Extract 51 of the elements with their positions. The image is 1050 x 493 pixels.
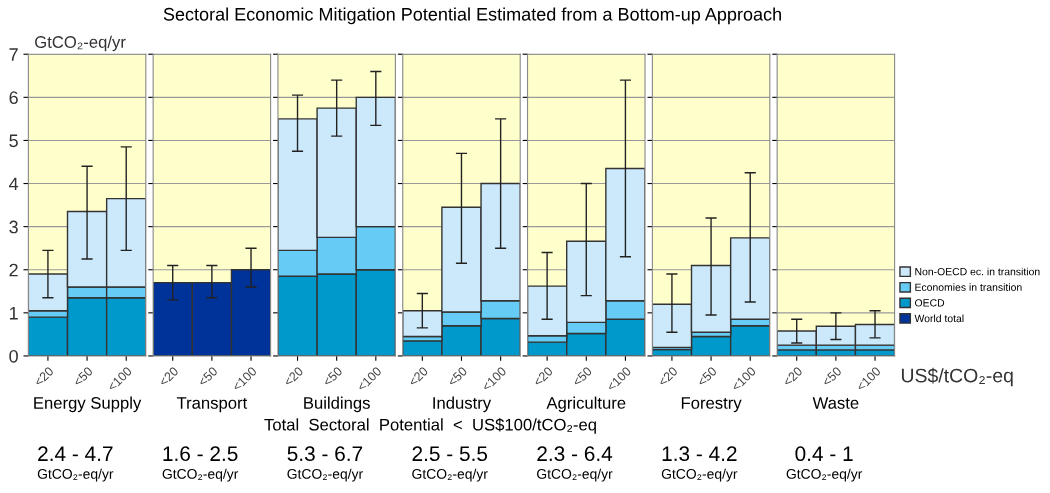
x-tick-label: <20 bbox=[158, 366, 179, 387]
y-tick-label: 4 bbox=[9, 177, 19, 191]
legend-label: OECD bbox=[915, 299, 945, 307]
y-tick-label: 3 bbox=[9, 220, 18, 234]
x-tick-label: <50 bbox=[571, 366, 593, 387]
x-tick-label: <20 bbox=[33, 366, 55, 387]
text: Total Sectoral Potential < US$100/tCO₂-eq bbox=[264, 418, 596, 434]
x-tick-label: <20 bbox=[408, 366, 429, 387]
x-axis-title: Forestry bbox=[681, 397, 742, 413]
y-tick-label: 1 bbox=[9, 306, 18, 320]
text: 2.5 - 5.5 bbox=[412, 446, 488, 462]
x-tick-label: <20 bbox=[782, 366, 803, 387]
text: 2.4 - 4.7 bbox=[38, 446, 113, 461]
text: US$/tCO₂-eq bbox=[901, 367, 1013, 387]
y-axis-title: GtCO₂-eq/yr bbox=[35, 35, 126, 52]
legend-label: World total bbox=[914, 314, 964, 323]
text: GtCO₂-eq/yr bbox=[162, 468, 239, 482]
y-tick-label: 5 bbox=[9, 134, 18, 148]
x-axis-title: Buildings bbox=[304, 396, 370, 413]
text: GtCO₂-eq/yr bbox=[537, 468, 613, 482]
x-tick-label: <50 bbox=[197, 366, 219, 387]
x-tick-label: <50 bbox=[447, 366, 468, 387]
text: GtCO₂-eq/yr bbox=[661, 468, 738, 482]
text: 2.3 - 6.4 bbox=[537, 446, 613, 462]
legend-label: Non-OECD ec. in transition bbox=[915, 267, 1040, 276]
text: 1.3 - 4.2 bbox=[662, 446, 737, 462]
y-tick-label: 2 bbox=[9, 263, 18, 277]
x-tick-label: <50 bbox=[72, 366, 94, 387]
y-tick-label: 0 bbox=[9, 349, 18, 363]
text: GtCO₂-eq/yr bbox=[37, 468, 114, 482]
x-tick-label: <20 bbox=[657, 366, 679, 387]
x-axis-title: Transport bbox=[176, 397, 248, 413]
y-tick-label: 7 bbox=[9, 48, 18, 61]
x-tick-label: <20 bbox=[283, 366, 304, 387]
y-tick-label: 6 bbox=[9, 91, 18, 105]
text: GtCO₂-eq/yr bbox=[412, 468, 488, 482]
x-axis-title: Agriculture bbox=[546, 396, 626, 413]
text: GtCO₂-eq/yr bbox=[287, 468, 363, 482]
x-axis-title: Industry bbox=[433, 396, 492, 413]
x-tick-label: <50 bbox=[821, 366, 843, 387]
x-axis-title: Waste bbox=[812, 397, 859, 409]
text: GtCO₂-eq/yr bbox=[786, 468, 863, 482]
x-tick-label: <50 bbox=[696, 366, 718, 387]
legend-label: Economies in transition bbox=[915, 283, 1022, 291]
text: 0.4 - 1 bbox=[795, 446, 853, 462]
x-tick-label: <50 bbox=[322, 366, 343, 387]
text: 1.6 - 2.5 bbox=[163, 446, 238, 462]
text: Sectoral Economic Mitigation Potential Estimated from a Bottom-up Approach bbox=[163, 7, 781, 25]
text: 5.3 - 6.7 bbox=[287, 446, 363, 462]
x-tick-label: <20 bbox=[532, 366, 554, 387]
x-axis-title: Energy Supply bbox=[34, 396, 142, 413]
